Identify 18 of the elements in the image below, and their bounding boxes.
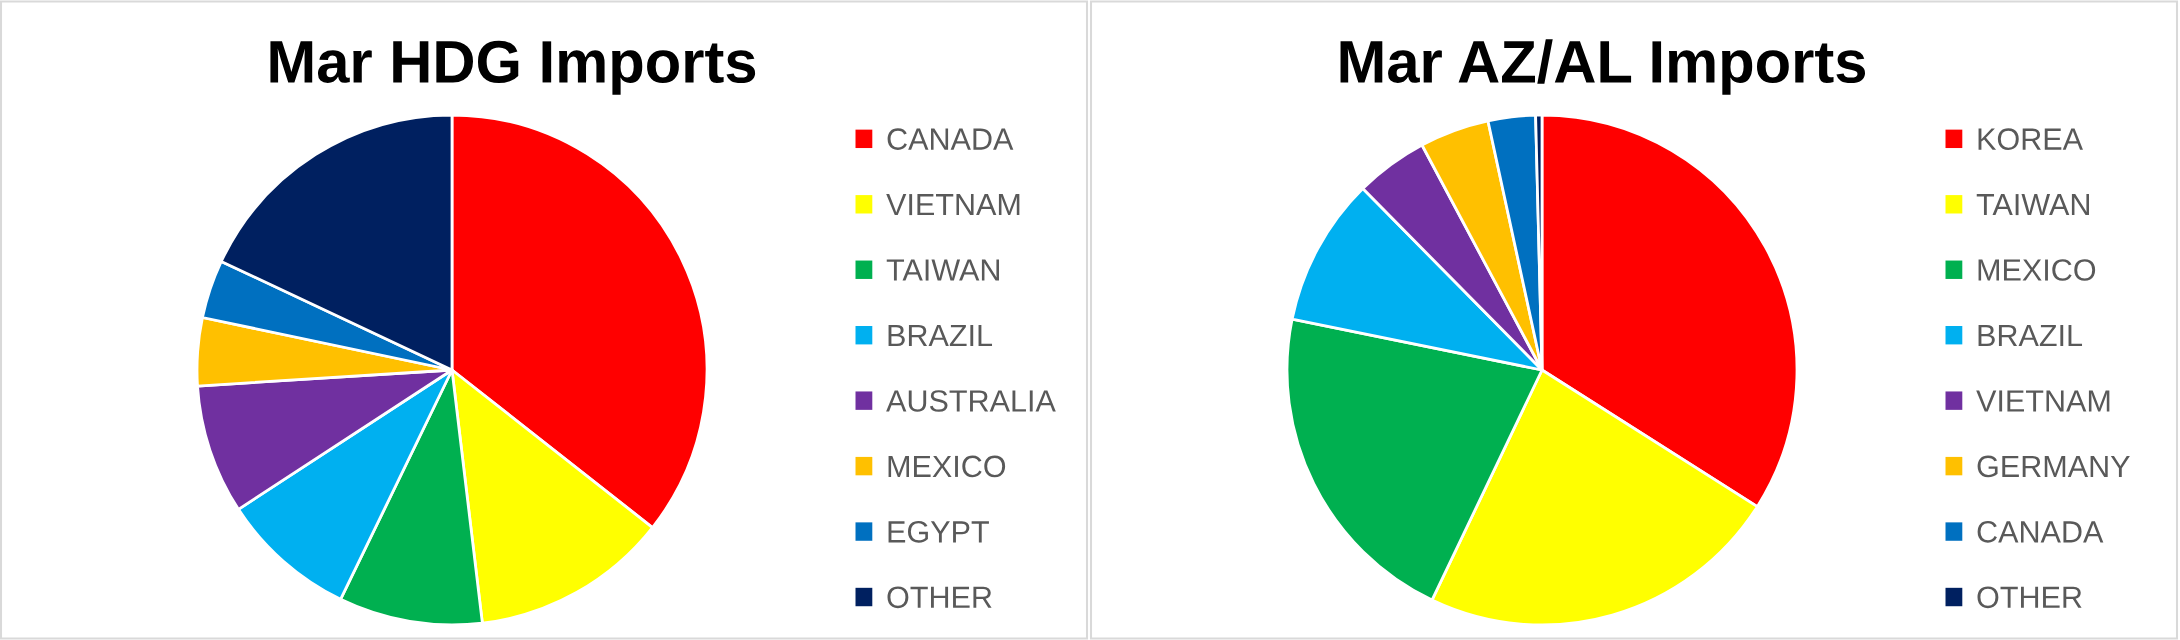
legend-label: MEXICO [1978,259,2096,281]
legend-label: OTHER [887,586,992,609]
legend-label: BRAZIL [888,324,993,347]
legend-label: CANADA [887,128,1014,150]
legend-label: AUSTRALIA [886,390,1056,412]
chart-title: Mar AZ/AL Imports [1340,39,1866,95]
legend-label: KOREA [1978,128,2083,150]
legend-label: VIETNAM [886,194,1020,216]
legend-label: TAIWAN [1976,194,2089,216]
legend-label: TAIWAN [886,259,999,281]
legend-label: MEXICO [888,455,1006,478]
legend-label: CANADA [1977,521,2104,543]
legend-label: BRAZIL [1978,324,2083,347]
legend-label: EGYPT [888,521,989,543]
legend-label: GERMANY [1977,455,2130,478]
legend-label: OTHER [1977,586,2082,609]
legend-label: VIETNAM [1976,390,2110,412]
chart-title: Mar HDG Imports [270,40,756,95]
